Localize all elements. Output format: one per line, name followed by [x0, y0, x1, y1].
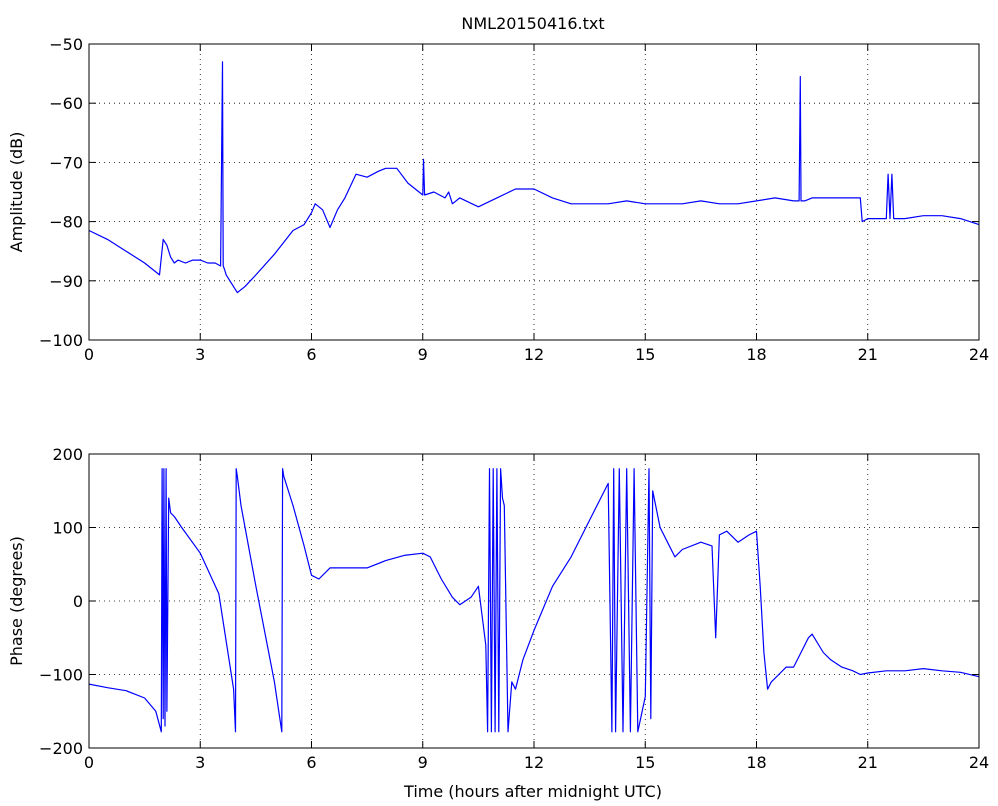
phase-x-tick-label: 12	[524, 753, 544, 772]
amplitude-y-tick-label: −80	[49, 213, 83, 232]
amplitude-x-tick-label: 21	[858, 345, 878, 364]
phase-series	[88, 468, 980, 733]
phase-x-tick-label: 21	[858, 753, 878, 772]
phase-panel: 0 3 6 9 12 15 18 21 24 200 100 0 −100 −200 Phase (deg…	[7, 445, 989, 801]
phase-x-tick-label: 24	[969, 753, 989, 772]
amplitude-ticks: 0 3 6 9 12 15 18 21 24 −50 −60 −70 −80 −90 −100	[39, 35, 989, 364]
amplitude-x-tick-label: 12	[524, 345, 544, 364]
phase-y-tick-label: −200	[39, 739, 83, 758]
phase-y-tick-label: 0	[73, 592, 83, 611]
amplitude-y-tick-label: −100	[39, 331, 83, 350]
phase-y-tick-label: 100	[52, 519, 83, 538]
phase-x-tick-label: 6	[306, 753, 316, 772]
phase-y-axis-label: Phase (degrees)	[7, 536, 26, 666]
amplitude-y-tick-label: −90	[49, 272, 83, 291]
phase-y-tick-label: −100	[39, 666, 83, 685]
chart-title: NML20150416.txt	[461, 14, 604, 33]
amplitude-x-tick-label: 6	[306, 345, 316, 364]
amplitude-x-tick-label: 0	[84, 345, 94, 364]
phase-x-tick-label: 0	[84, 753, 94, 772]
amplitude-x-tick-label: 24	[969, 345, 989, 364]
phase-ticks: 0 3 6 9 12 15 18 21 24 200 100 0 −100 −200	[39, 445, 989, 772]
amplitude-y-tick-label: −50	[49, 35, 83, 54]
amplitude-x-tick-label: 3	[195, 345, 205, 364]
amplitude-grid	[89, 44, 979, 340]
phase-series-line	[88, 468, 980, 733]
amplitude-y-tick-label: −60	[49, 94, 83, 113]
phase-x-tick-label: 15	[635, 753, 655, 772]
amplitude-x-tick-label: 15	[635, 345, 655, 364]
amplitude-series-line	[88, 61, 980, 294]
amplitude-y-axis-label: Amplitude (dB)	[7, 132, 26, 253]
phase-x-tick-label: 9	[418, 753, 428, 772]
amplitude-panel: NML20150416.txt 0 3 6 9 12 15 18 21 24 −50 −60 −70 −…	[7, 14, 989, 364]
phase-x-tick-label: 18	[746, 753, 766, 772]
amplitude-x-tick-label: 9	[418, 345, 428, 364]
phase-y-tick-label: 200	[52, 445, 83, 464]
phase-x-axis-label: Time (hours after midnight UTC)	[403, 782, 662, 801]
amplitude-x-tick-label: 18	[746, 345, 766, 364]
amplitude-series	[88, 61, 980, 294]
phase-x-tick-label: 3	[195, 753, 205, 772]
amplitude-y-tick-label: −70	[49, 153, 83, 172]
